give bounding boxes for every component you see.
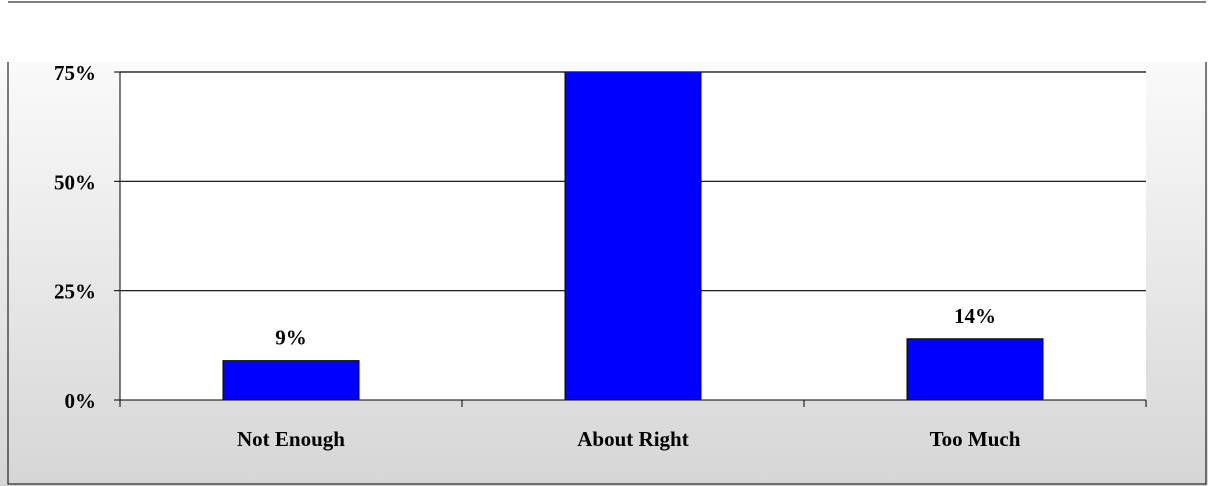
y-tick-label: 75%: [54, 61, 96, 85]
category-label: About Right: [577, 427, 688, 451]
bar: [906, 338, 1044, 400]
y-tick-labels: 0% 25% 50% 75%: [54, 61, 96, 413]
category-label: Too Much: [930, 427, 1021, 451]
bar: [222, 360, 360, 400]
category-label: Not Enough: [237, 427, 345, 451]
data-label: 9%: [275, 326, 307, 350]
top-crop-strip: [0, 0, 1208, 62]
axes: [114, 71, 1147, 407]
data-label: 14%: [954, 304, 996, 328]
bar: [564, 72, 702, 400]
y-tick-label: 0%: [65, 389, 97, 413]
category-labels: Not Enough About Right Too Much: [237, 427, 1021, 451]
y-tick-label: 50%: [54, 170, 96, 194]
bars: [222, 72, 1044, 400]
y-tick-label: 25%: [54, 280, 96, 304]
